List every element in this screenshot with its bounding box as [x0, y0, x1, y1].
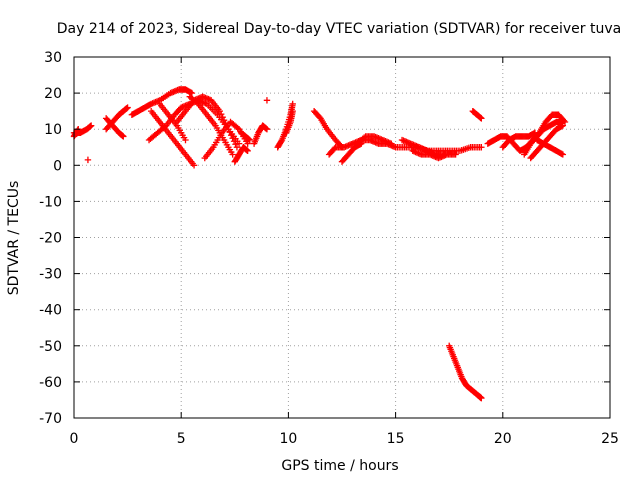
- data-point: [289, 107, 296, 115]
- series-arc-f: [128, 86, 196, 118]
- data-point-fill: [234, 124, 241, 132]
- y-tick-label: 10: [44, 122, 62, 138]
- y-tick-label: 0: [53, 158, 62, 174]
- x-tick-label: 5: [177, 431, 186, 447]
- y-tick-label: -10: [39, 194, 62, 210]
- x-tick-label: 10: [279, 431, 297, 447]
- series-arc-r: [283, 107, 296, 137]
- data-point: [229, 151, 236, 158]
- data-point-fill: [218, 110, 225, 118]
- series-arc-ab: [499, 129, 539, 151]
- data-point: [188, 89, 196, 97]
- series-arc-e: [102, 115, 127, 140]
- data-point: [182, 136, 189, 144]
- data-point: [120, 133, 127, 140]
- series-arc-y: [446, 342, 485, 402]
- data-point: [190, 162, 198, 169]
- x-tick-label: 0: [70, 431, 79, 447]
- data-point: [216, 107, 223, 115]
- data-point: [244, 140, 251, 147]
- data-point-fill: [193, 99, 201, 106]
- y-tick-label: -20: [39, 231, 62, 247]
- data-point: [233, 144, 241, 151]
- series-arc-ac: [521, 118, 567, 158]
- series-arc-p: [263, 97, 271, 104]
- data-point: [289, 100, 296, 108]
- data-point: [246, 136, 254, 144]
- series-arc-w: [398, 136, 449, 158]
- data-point: [124, 104, 131, 111]
- data-point: [478, 144, 485, 151]
- series-arc-m: [231, 144, 251, 165]
- y-tick-labels: -70 -60 -50 -40 -30 -20 -10 0 10 20 30: [39, 50, 62, 427]
- data-point-fill: [219, 113, 226, 121]
- data-point: [244, 147, 251, 155]
- series-arc-ae: [527, 122, 567, 162]
- x-tick-label: 20: [494, 431, 512, 447]
- series-arc-u: [338, 140, 365, 165]
- y-tick-label: -50: [39, 339, 62, 355]
- series-arc-n: [238, 129, 254, 144]
- data-point: [388, 140, 395, 147]
- data-point: [531, 129, 539, 137]
- data-point-fill: [232, 141, 239, 148]
- data-point: [263, 126, 271, 133]
- data-point: [263, 97, 271, 104]
- series-arc-i: [156, 100, 189, 144]
- data-point-fill: [228, 132, 235, 139]
- data-point-fill: [226, 129, 233, 136]
- y-tick-label: -30: [39, 267, 62, 283]
- data-point-fill: [230, 138, 238, 145]
- y-tick-label: -60: [39, 375, 62, 391]
- axis-ticks: [73, 56, 611, 419]
- data-point: [87, 122, 95, 129]
- data-point: [478, 115, 485, 122]
- data-point-fill: [220, 116, 228, 124]
- series-arc-d: [102, 104, 131, 133]
- data-point-fill: [278, 138, 285, 145]
- y-tick-label: -40: [39, 303, 62, 319]
- data-points: [70, 86, 569, 402]
- data-point-fill: [360, 134, 368, 141]
- series-arc-x: [409, 147, 459, 162]
- x-tick-label: 15: [387, 431, 405, 447]
- series-arc-v: [353, 133, 395, 147]
- series-arc-z: [469, 107, 485, 122]
- series-arc-o: [250, 122, 271, 147]
- data-point: [559, 122, 567, 129]
- x-tick-label: 25: [601, 431, 619, 447]
- y-tick-label: 20: [44, 86, 62, 102]
- data-point: [84, 156, 92, 164]
- series-arc-c: [84, 156, 92, 164]
- data-point: [559, 151, 567, 158]
- y-tick-label: -70: [39, 411, 62, 427]
- chart-title: Day 214 of 2023, Sidereal Day-to-day VTE…: [57, 21, 621, 37]
- x-tick-labels: 0 5 10 15 20 25: [70, 431, 619, 447]
- data-point: [478, 394, 485, 402]
- data-point: [452, 151, 459, 158]
- grid-lines: [74, 57, 610, 418]
- y-axis-label: SDTVAR / TECUs: [6, 181, 22, 296]
- series-arc-h: [147, 107, 198, 169]
- x-axis-label: GPS time / hours: [281, 458, 398, 474]
- y-tick-label: 30: [44, 50, 62, 66]
- data-point-fill: [229, 135, 236, 142]
